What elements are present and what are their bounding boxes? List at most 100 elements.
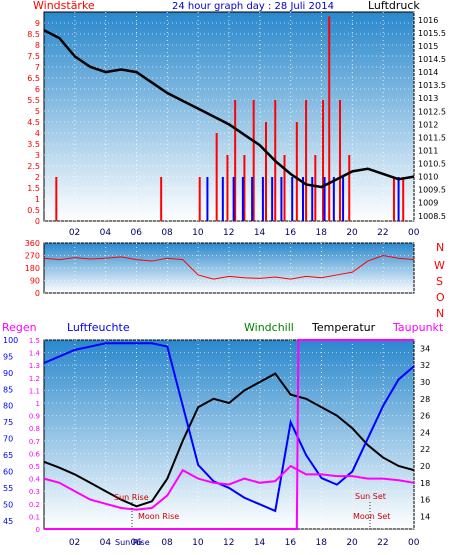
windstaerke-tick-label: 2 [35, 173, 40, 182]
regen-tick-label: 1.5 [29, 337, 40, 345]
luftfeuchte-line [43, 342, 415, 513]
luftdruck-label: Luftdruck [368, 0, 420, 12]
regen-tick-label: 0.8 [29, 425, 40, 433]
regen-tick-label: 1.4 [29, 350, 41, 358]
windchill-label: Windchill [244, 321, 294, 334]
windstaerke-tick-label: 6.5 [27, 74, 40, 83]
x-tick-label-top: 22 [377, 228, 388, 238]
x-tick-label-bottom: 10 [192, 538, 204, 548]
moon-set-annotation: Moon Set [353, 512, 390, 521]
compass-label-w: W [434, 259, 445, 272]
luftdruck-tick-label: 1015 [418, 42, 438, 51]
regen-tick-label: 0.1 [29, 513, 40, 521]
x-tick-label-bottom: 02 [69, 538, 80, 548]
temperatur-tick-label: 24 [420, 428, 430, 437]
temperatur-tick-label: 22 [420, 445, 430, 454]
luftfeuchte-tick-label: 95 [3, 352, 13, 361]
luftdruck-line [43, 29, 415, 189]
regen-tick-label: 0.7 [29, 438, 40, 446]
luftfeuchte-tick-label: 75 [3, 418, 13, 427]
temperatur-tick-label: 34 [420, 344, 430, 353]
luftdruck-tick-label: 1010.5 [418, 160, 446, 169]
windstaerke-tick-label: 8.5 [27, 30, 40, 39]
temperatur-tick-label: 30 [420, 378, 430, 387]
sun-rise-annotation: Sun Rise [114, 493, 149, 502]
windstaerke-tick-label: 8 [35, 41, 40, 50]
windstaerke-tick-label: 3.5 [27, 140, 40, 149]
x-tick-label-top: 18 [316, 228, 328, 238]
direction-tick-label: 270 [25, 252, 40, 261]
luftfeuchte-tick-label: 80 [3, 402, 13, 411]
x-tick-label-top: 12 [223, 228, 234, 238]
windstaerke-label: Windstärke [33, 0, 95, 12]
x-tick-label-top: 06 [131, 228, 143, 238]
x-tick-label-bottom: 22 [377, 538, 388, 548]
x-tick-label-bottom: 20 [346, 538, 358, 548]
luftdruck-tick-label: 1015.5 [418, 29, 446, 38]
x-tick-label-top: 04 [100, 228, 112, 238]
x-tick-label-top: 02 [69, 228, 80, 238]
x-tick-label-top: 10 [192, 228, 204, 238]
windstaerke-tick-label: 3 [35, 151, 40, 160]
windstaerke-tick-label: 5 [35, 107, 40, 116]
windstaerke-tick-label: 6 [35, 85, 40, 94]
regen-label: Regen [2, 321, 37, 334]
direction-tick-label: 90 [30, 277, 40, 286]
windstaerke-tick-label: 5.5 [27, 96, 40, 105]
luftdruck-tick-label: 1009 [418, 199, 438, 208]
compass-label-n-top: N [436, 241, 444, 254]
taupunkt-label: Taupunkt [392, 321, 444, 334]
luftdruck-tick-label: 1008.5 [418, 212, 446, 221]
windstaerke-tick-label: 7.5 [27, 52, 40, 61]
x-tick-label-top: 16 [285, 228, 297, 238]
luftfeuchte-tick-label: 50 [3, 500, 13, 509]
temperatur-label: Temperatur [311, 321, 376, 334]
x-tick-label-bottom: 12 [223, 538, 234, 548]
regen-tick-label: 1 [36, 400, 40, 408]
temperatur-tick-label: 20 [420, 462, 430, 471]
luftdruck-tick-label: 1011 [418, 146, 438, 155]
x-tick-label-bottom: 08 [161, 538, 173, 548]
regen-tick-label: 0.5 [29, 463, 40, 471]
taupunkt-line [43, 464, 415, 511]
windstaerke-tick-label: 1.5 [27, 184, 40, 193]
temperatur-tick-label: 26 [420, 412, 430, 421]
temperatur-tick-label: 18 [420, 479, 430, 488]
windstaerke-tick-label: 2.5 [27, 162, 40, 171]
luftfeuchte-label: Luftfeuchte [67, 321, 130, 334]
compass-label-s: S [436, 275, 443, 288]
regen-line [44, 339, 414, 530]
windstaerke-tick-label: 7 [35, 63, 40, 72]
chart-title: 24 hour graph day : 28 Juli 2014 [172, 1, 334, 12]
temperatur-tick-label: 28 [420, 395, 430, 404]
luftfeuchte-tick-label: 85 [3, 385, 13, 394]
luftdruck-tick-label: 1009.5 [418, 186, 446, 195]
windstaerke-tick-label: 4 [35, 129, 40, 138]
luftfeuchte-tick-label: 70 [3, 435, 13, 444]
luftfeuchte-tick-label: 45 [3, 517, 13, 526]
luftfeuchte-tick-label: 55 [3, 484, 13, 493]
windstaerke-tick-label: 0 [35, 217, 40, 226]
x-tick-label-bottom: 16 [285, 538, 297, 548]
windstaerke-tick-label: 1 [35, 195, 40, 204]
compass-label-o: O [436, 291, 445, 304]
luftdruck-tick-label: 1012.5 [418, 107, 446, 116]
windstaerke-tick-label: 4.5 [27, 118, 40, 127]
luftdruck-tick-label: 1016 [418, 16, 438, 25]
temperatur-line [43, 372, 415, 508]
regen-tick-label: 0.3 [29, 488, 40, 496]
direction-tick-label: 180 [25, 264, 40, 273]
luftdruck-tick-label: 1013.5 [418, 81, 446, 90]
x-tick-label-bottom: 18 [316, 538, 328, 548]
luftdruck-tick-label: 1014.5 [418, 55, 446, 64]
luftdruck-tick-label: 1012 [418, 120, 438, 129]
x-tick-label-bottom: 14 [254, 538, 266, 548]
x-tick-label-bottom: 06 [131, 538, 143, 548]
luftfeuchte-tick-label: 65 [3, 451, 13, 460]
regen-tick-label: 0.6 [29, 450, 41, 458]
temperatur-tick-label: 32 [420, 361, 430, 370]
sun-rise-axis-label: Sun Rise [115, 538, 150, 547]
regen-tick-label: 0 [36, 526, 40, 534]
